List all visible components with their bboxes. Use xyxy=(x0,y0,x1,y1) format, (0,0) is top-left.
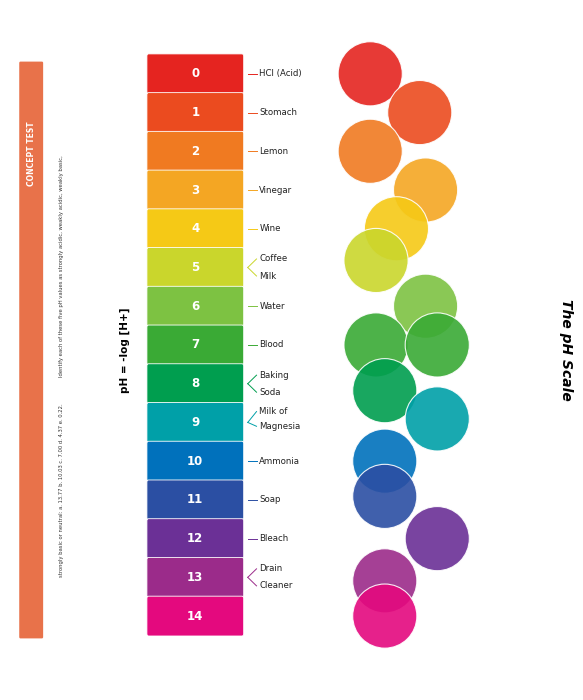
FancyBboxPatch shape xyxy=(147,596,244,636)
Text: Cleaner: Cleaner xyxy=(259,582,293,590)
Text: 1: 1 xyxy=(191,106,199,119)
Text: pH = -log [H+]: pH = -log [H+] xyxy=(120,307,131,393)
Text: 4: 4 xyxy=(191,223,199,235)
Ellipse shape xyxy=(405,507,469,570)
FancyBboxPatch shape xyxy=(19,62,43,638)
Text: CONCEPT TEST: CONCEPT TEST xyxy=(27,122,36,186)
Text: HCl (Acid): HCl (Acid) xyxy=(259,69,302,78)
FancyBboxPatch shape xyxy=(147,364,244,404)
Text: Lemon: Lemon xyxy=(259,147,289,156)
FancyBboxPatch shape xyxy=(147,519,244,559)
Text: 12: 12 xyxy=(187,532,203,545)
Ellipse shape xyxy=(344,228,408,293)
FancyBboxPatch shape xyxy=(147,441,244,481)
Ellipse shape xyxy=(388,80,452,145)
Text: 5: 5 xyxy=(191,261,199,274)
Ellipse shape xyxy=(344,313,408,377)
FancyBboxPatch shape xyxy=(147,248,244,288)
Text: Drain: Drain xyxy=(259,564,283,573)
FancyBboxPatch shape xyxy=(147,480,244,520)
Ellipse shape xyxy=(353,584,417,648)
FancyBboxPatch shape xyxy=(147,402,244,442)
Text: 14: 14 xyxy=(187,610,203,622)
Ellipse shape xyxy=(364,197,429,261)
FancyBboxPatch shape xyxy=(147,325,244,365)
Text: 13: 13 xyxy=(187,571,203,584)
Text: Milk: Milk xyxy=(259,272,277,281)
Text: 3: 3 xyxy=(191,183,199,197)
Text: Soap: Soap xyxy=(259,496,281,505)
Ellipse shape xyxy=(353,549,417,613)
Text: Water: Water xyxy=(259,302,285,311)
Ellipse shape xyxy=(353,429,417,493)
Text: 9: 9 xyxy=(191,416,199,429)
Text: 8: 8 xyxy=(191,377,199,390)
Text: Bleach: Bleach xyxy=(259,534,289,543)
Text: Vinegar: Vinegar xyxy=(259,186,293,195)
FancyBboxPatch shape xyxy=(147,209,244,248)
Text: Identify each of these five pH values as strongly acidic, weakly acidic, weakly : Identify each of these five pH values as… xyxy=(59,155,64,377)
Ellipse shape xyxy=(338,42,402,106)
Text: 10: 10 xyxy=(187,455,203,468)
Text: The pH Scale: The pH Scale xyxy=(559,299,573,401)
Text: Magnesia: Magnesia xyxy=(259,422,301,430)
FancyBboxPatch shape xyxy=(147,92,244,132)
Ellipse shape xyxy=(394,158,458,222)
FancyBboxPatch shape xyxy=(147,54,244,94)
Text: strongly basic or neutral: a. 13.77 b. 10.03 c. 7.00 d. 4.37 e. 0.22.: strongly basic or neutral: a. 13.77 b. 1… xyxy=(59,403,64,577)
Text: Stomach: Stomach xyxy=(259,108,297,117)
FancyBboxPatch shape xyxy=(147,286,244,326)
Text: Milk of: Milk of xyxy=(259,407,288,416)
Ellipse shape xyxy=(353,358,417,423)
FancyBboxPatch shape xyxy=(147,132,244,172)
Text: Wine: Wine xyxy=(259,224,281,233)
Text: 11: 11 xyxy=(187,494,203,506)
Ellipse shape xyxy=(405,313,469,377)
Text: Ammonia: Ammonia xyxy=(259,456,300,466)
Text: 7: 7 xyxy=(191,339,199,351)
Ellipse shape xyxy=(353,464,417,528)
Text: Baking: Baking xyxy=(259,371,289,379)
FancyBboxPatch shape xyxy=(147,170,244,210)
Text: Blood: Blood xyxy=(259,340,284,349)
Ellipse shape xyxy=(394,274,458,338)
Text: 2: 2 xyxy=(191,145,199,158)
Text: Soda: Soda xyxy=(259,388,281,397)
Text: 0: 0 xyxy=(191,67,199,80)
Ellipse shape xyxy=(405,387,469,451)
Text: 6: 6 xyxy=(191,300,199,313)
Ellipse shape xyxy=(338,119,402,183)
FancyBboxPatch shape xyxy=(147,557,244,597)
Text: Coffee: Coffee xyxy=(259,255,287,263)
